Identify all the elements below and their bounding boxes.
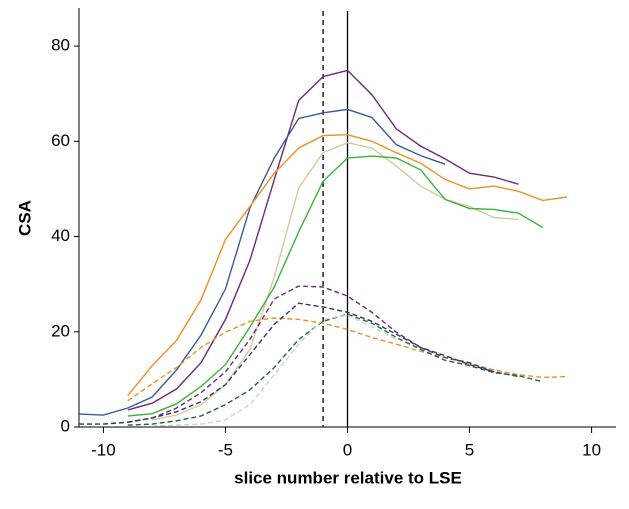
- y-axis-title: CSA: [15, 200, 34, 236]
- series-line: [127, 285, 519, 423]
- x-tick-label: 0: [343, 440, 352, 459]
- series-line: [127, 133, 568, 397]
- y-tick-label: 0: [61, 416, 70, 435]
- series-line: [152, 314, 397, 427]
- y-tick-label: 40: [51, 226, 70, 245]
- x-tick-label: -10: [91, 440, 116, 459]
- y-tick-label: 20: [51, 321, 70, 340]
- series-line: [127, 155, 544, 417]
- series-line: [127, 317, 568, 402]
- y-tick-label: 80: [51, 36, 70, 55]
- x-tick-label: 10: [582, 440, 601, 459]
- series-line: [127, 69, 519, 411]
- x-axis-title: slice number relative to LSE: [234, 468, 462, 487]
- y-tick-label: 60: [51, 131, 70, 150]
- x-tick-label: -5: [218, 440, 233, 459]
- series-line: [152, 141, 519, 421]
- series-line: [78, 108, 446, 416]
- series-line: [127, 313, 543, 426]
- series-line: [79, 302, 495, 425]
- x-tick-label: 5: [465, 440, 474, 459]
